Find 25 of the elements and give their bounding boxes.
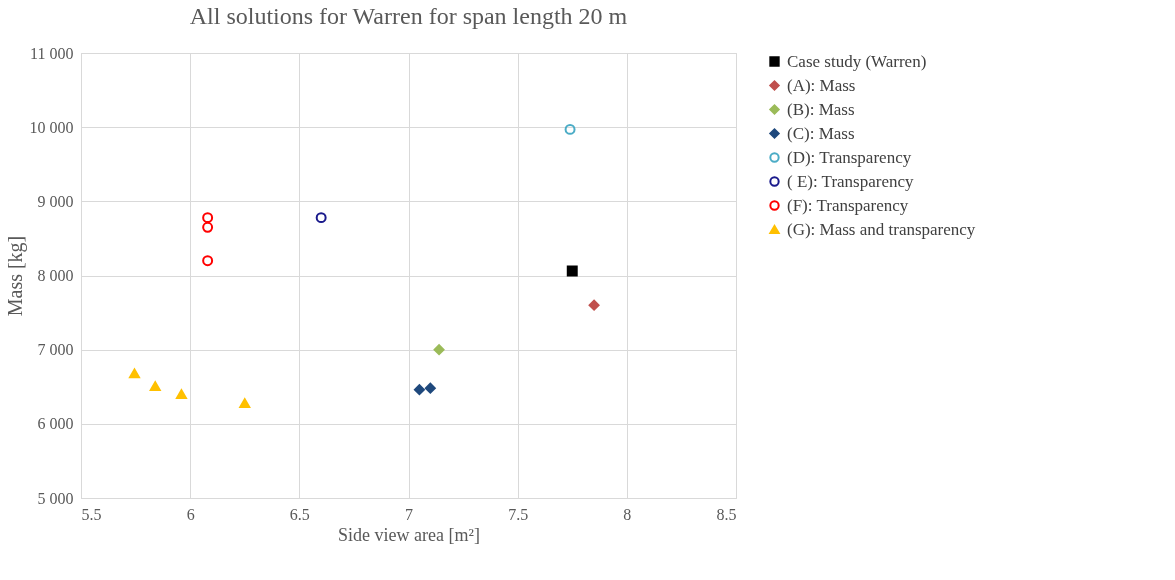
legend-label: (G): Mass and transparency [787,219,976,239]
x-tick-label: 5.5 [81,505,102,523]
legend-label: (A): Mass [787,75,856,95]
legend-label: Case study (Warren) [787,51,927,71]
y-tick-label: 6 000 [37,415,74,433]
y-tick-label: 11 000 [30,44,74,62]
y-tick-label: 5 000 [37,489,74,507]
legend-label: (B): Mass [787,99,855,119]
legend-label: (F): Transparency [787,195,909,215]
x-tick-label: 6.5 [289,505,310,523]
x-tick-label: 8.5 [716,505,737,523]
legend-label: (D): Transparency [787,147,912,167]
x-tick-label: 7 [405,505,413,523]
y-axis-title: Mass [kg] [3,235,27,317]
x-tick-label: 8 [623,505,632,523]
y-tick-label: 10 000 [29,118,74,136]
x-tick-label: 7.5 [508,505,529,523]
legend-label: ( E): Transparency [787,171,915,191]
chart-title: All solutions for Warren for span length 20 m [189,3,628,29]
y-tick-label: 9 000 [37,192,74,210]
x-tick-label: 6 [186,505,195,523]
y-tick-label: 8 000 [37,267,74,284]
legend-label: (C): Mass [787,123,855,143]
y-tick-label: 7 000 [37,341,74,359]
x-axis-title: Side view area [m²] [338,524,480,545]
